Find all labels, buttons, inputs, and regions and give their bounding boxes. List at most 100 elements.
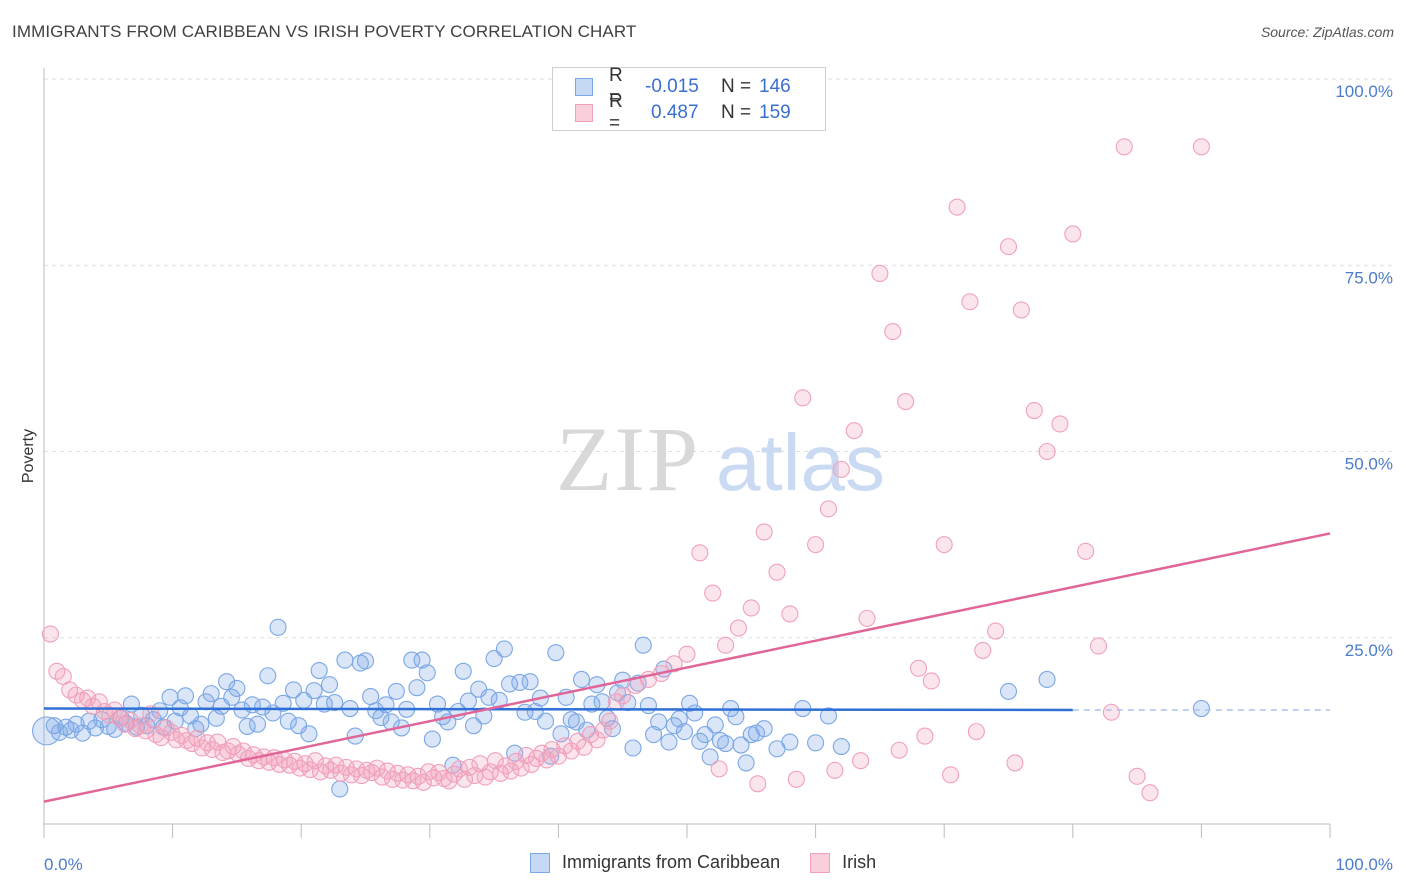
data-point: [331, 780, 349, 798]
data-point: [326, 694, 344, 712]
data-point: [749, 775, 767, 793]
data-point: [858, 609, 876, 627]
legend-r-label: R =: [609, 91, 623, 134]
legend-n-label: N =: [721, 102, 752, 123]
bottom-legend-label-irish: Irish: [842, 852, 877, 872]
data-point: [1077, 542, 1095, 560]
data-point: [909, 659, 928, 677]
series-irish: [41, 138, 1210, 802]
data-point: [634, 636, 652, 654]
data-point: [807, 734, 825, 752]
x-tick-label: 100.0%: [1335, 855, 1393, 874]
data-point: [461, 758, 479, 776]
data-point: [781, 605, 799, 623]
data-point: [916, 727, 934, 745]
data-point: [942, 766, 960, 784]
bottom-legend-item-caribbean: Immigrants from Caribbean: [530, 852, 780, 873]
data-point: [594, 721, 612, 739]
data-point: [121, 711, 139, 729]
data-point: [583, 695, 601, 713]
data-point: [269, 618, 287, 636]
data-point: [454, 662, 472, 680]
data-point: [353, 767, 371, 785]
ticks: 25.0% 50.0% 75.0% 100.0% 0.0% 100.0%: [43, 82, 1393, 874]
data-point: [137, 722, 155, 740]
data-point: [948, 198, 966, 216]
data-point: [987, 622, 1005, 640]
data-point: [1064, 225, 1082, 243]
data-point: [999, 682, 1018, 700]
data-point: [1192, 699, 1210, 718]
data-point: [57, 718, 75, 736]
data-point: [521, 673, 539, 691]
data-point: [306, 752, 324, 770]
data-point: [254, 698, 272, 716]
data-point: [1141, 784, 1159, 802]
data-point: [711, 732, 729, 750]
data-point: [408, 679, 426, 697]
data-point: [1038, 442, 1056, 461]
data-point: [1038, 670, 1056, 689]
data-point: [320, 676, 339, 694]
trend-lines: [43, 532, 1331, 803]
data-point: [305, 682, 323, 700]
data-point: [807, 536, 825, 554]
data-point: [614, 687, 632, 705]
data-point: [502, 762, 520, 780]
data-point: [826, 761, 844, 779]
watermark: ZIP atlas: [556, 408, 885, 510]
data-point: [356, 652, 375, 670]
data-point: [678, 645, 696, 663]
data-point: [572, 670, 591, 689]
data-point: [974, 641, 992, 659]
bottom-legend-item-irish: Irish: [810, 852, 876, 873]
data-point: [362, 688, 380, 706]
bottom-legend: Immigrants from Caribbean Irish: [530, 852, 906, 873]
data-point: [670, 710, 688, 728]
data-point: [742, 599, 760, 617]
data-point: [106, 701, 124, 719]
data-point: [274, 694, 292, 712]
data-point: [41, 625, 59, 643]
data-point: [495, 640, 513, 658]
data-point: [710, 760, 728, 778]
data-point: [787, 770, 805, 788]
watermark-zip: ZIP: [556, 408, 700, 510]
data-point: [284, 681, 303, 699]
bottom-legend-swatch-irish: [810, 852, 831, 873]
series-caribbean: [32, 618, 1210, 798]
data-point: [445, 765, 463, 783]
data-point: [686, 704, 704, 722]
data-point: [423, 730, 441, 748]
data-point: [717, 734, 735, 753]
data-point: [588, 731, 606, 749]
data-point: [176, 687, 195, 705]
data-point: [737, 754, 755, 772]
data-point: [691, 544, 709, 562]
data-point: [413, 651, 431, 669]
data-point: [1089, 637, 1108, 655]
data-point: [480, 688, 498, 706]
trend-line-caribbean: [43, 707, 1073, 712]
data-point: [819, 707, 838, 725]
y-tick-label: 50.0%: [1345, 455, 1393, 474]
data-point: [639, 696, 657, 715]
data-point: [871, 264, 889, 282]
data-point: [238, 717, 256, 735]
data-point: [1012, 301, 1030, 319]
data-point: [368, 759, 386, 777]
data-point: [1192, 138, 1210, 156]
data-point: [1115, 138, 1133, 156]
y-tick-label: 75.0%: [1345, 268, 1393, 287]
data-point: [768, 563, 786, 581]
data-point: [512, 759, 530, 777]
data-point: [897, 393, 915, 411]
data-point: [403, 651, 421, 669]
data-point: [300, 725, 318, 743]
data-point: [1025, 401, 1043, 420]
legend-r-label: R =: [609, 65, 623, 108]
data-point: [131, 717, 149, 735]
data-point: [624, 739, 642, 757]
data-point: [890, 741, 908, 759]
